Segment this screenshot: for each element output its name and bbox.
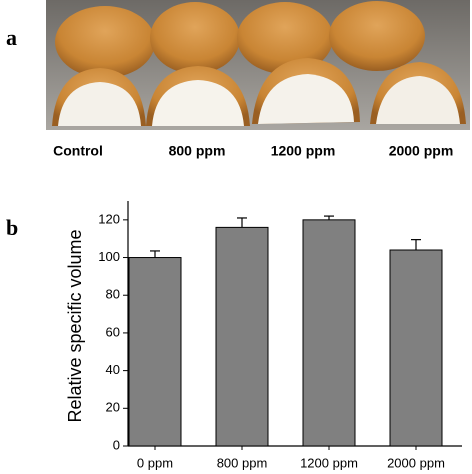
photo-label: 800 ppm <box>169 143 226 159</box>
bar <box>389 249 443 447</box>
bar <box>215 226 269 447</box>
y-tick-label: 120 <box>98 211 120 226</box>
panel-label: b <box>6 215 18 240</box>
photo-label: Control <box>53 143 103 159</box>
y-tick-label: 80 <box>106 287 120 302</box>
x-tick-label: 0 ppm <box>137 455 173 470</box>
y-axis-label: Relative specific volume <box>65 229 85 422</box>
x-tick-label: 2000 ppm <box>387 455 445 470</box>
photo <box>46 0 470 130</box>
x-tick-label: 1200 ppm <box>300 455 358 470</box>
y-tick-label: 60 <box>106 324 120 339</box>
y-tick-label: 40 <box>106 362 120 377</box>
y-tick-label: 0 <box>113 437 120 452</box>
panel-label: a <box>6 25 17 50</box>
photo-label: 2000 ppm <box>389 143 454 159</box>
photo-label: 1200 ppm <box>271 143 336 159</box>
bar <box>128 257 182 447</box>
y-tick-label: 100 <box>98 249 120 264</box>
bar <box>302 219 356 447</box>
x-tick-label: 800 ppm <box>217 455 268 470</box>
y-tick-label: 20 <box>106 400 120 415</box>
